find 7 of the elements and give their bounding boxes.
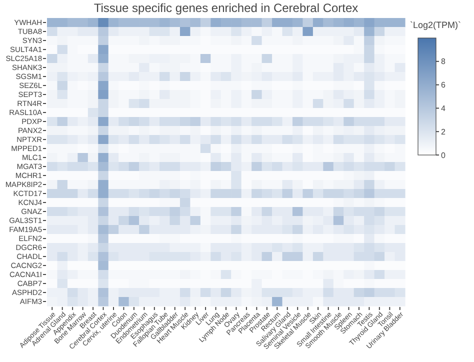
color-bar-label: 4 (441, 104, 446, 113)
color-bar-title: `Log2(TPM)` (410, 20, 462, 30)
color-bar-label: 2 (441, 127, 446, 136)
color-bar-label: 6 (441, 80, 446, 90)
color-bar-label: 0 (441, 150, 446, 160)
chart-title: Tissue specific genes enriched in Cerebral Cortex (94, 1, 358, 15)
color-bar-label: 8 (441, 57, 446, 66)
